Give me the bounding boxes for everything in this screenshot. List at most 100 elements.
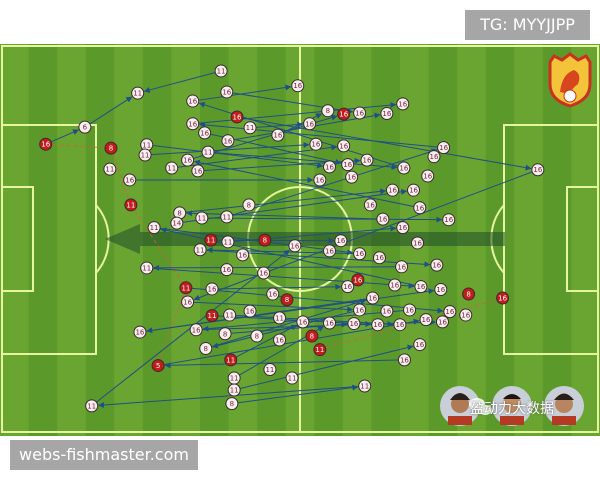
pass-arrow (179, 188, 387, 214)
pass-node: 11 (221, 235, 235, 249)
pass-arrow (226, 148, 438, 218)
pass-node: 11 (358, 379, 372, 393)
node-circle (225, 397, 239, 411)
pass-node: 16 (380, 304, 394, 318)
pass-arrow (160, 227, 422, 288)
player-number: 16 (413, 239, 422, 247)
node-circle (459, 308, 473, 322)
player-number: 16 (400, 356, 409, 364)
failed-pass-node: 11 (313, 343, 327, 357)
player-number: 16 (325, 247, 334, 255)
failed-pass-node: 8 (104, 141, 118, 155)
node-circle (198, 126, 212, 140)
node-circle (397, 353, 411, 367)
player-number: 11 (197, 214, 206, 222)
player-number: 16 (461, 312, 470, 320)
pass-node: 11 (223, 308, 237, 322)
pass-node: 16 (341, 158, 355, 172)
failed-pass-line (45, 143, 112, 149)
node-circle (347, 317, 361, 331)
pass-node: 11 (273, 311, 287, 325)
pass-arrow (146, 297, 373, 334)
player-number: 8 (109, 145, 113, 153)
pass-node: 16 (341, 280, 355, 294)
node-circle (313, 343, 327, 357)
node-circle (434, 283, 448, 297)
node-circle (291, 79, 305, 93)
grass-stripe (571, 44, 600, 436)
player-number: 16 (432, 262, 441, 270)
player-number: 11 (230, 375, 239, 383)
node-circle (419, 313, 433, 327)
node-circle (407, 183, 421, 197)
watermark-site: webs-fishmaster.com (10, 440, 198, 470)
pass-node: 16 (386, 183, 400, 197)
player-number: 16 (293, 82, 302, 90)
pass-node: 16 (396, 221, 410, 235)
player-number: 16 (188, 98, 197, 106)
pass-node: 16 (434, 283, 448, 297)
player-number: 16 (135, 329, 144, 337)
player-number: 16 (373, 321, 382, 329)
pass-arrow (186, 210, 383, 220)
left-goal-area (1, 186, 34, 292)
player-number: 8 (204, 345, 208, 353)
pass-node: 16 (353, 303, 367, 317)
player-headshot-2 (492, 386, 532, 426)
player-number: 11 (87, 402, 96, 410)
player-number: 16 (368, 295, 377, 303)
player-number: 11 (133, 90, 142, 98)
pass-node: 11 (201, 145, 215, 159)
pass-node: 16 (437, 141, 451, 155)
player-number: 16 (390, 281, 399, 289)
failed-passes (45, 143, 503, 366)
pass-node: 16 (313, 173, 327, 187)
node-circle (266, 287, 280, 301)
pass-node: 8 (225, 397, 239, 411)
node-circle (337, 139, 351, 153)
pass-node: 11 (227, 383, 241, 397)
player-number: 16 (222, 266, 231, 274)
node-circle (386, 183, 400, 197)
node-circle (220, 263, 234, 277)
pass-node: 16 (181, 295, 195, 309)
player-number: 16 (41, 141, 50, 149)
watermark-overlay-text: 盈动力大数据 (470, 401, 554, 417)
node-circle (323, 160, 337, 174)
pass-node: 16 (366, 291, 380, 305)
pass-node: 11 (263, 363, 277, 377)
player-number: 16 (305, 120, 314, 128)
player-number: 16 (223, 137, 232, 145)
pass-node: 16 (393, 318, 407, 332)
player-number: 11 (226, 356, 235, 364)
pass-arrow (211, 309, 360, 349)
watermark-tg: TG: MYYJJPP (465, 10, 590, 40)
pass-node: 11 (285, 371, 299, 385)
player-number: 11 (206, 237, 215, 245)
node-circle (303, 117, 317, 131)
node-circle (186, 117, 200, 131)
pass-node: 16 (413, 338, 427, 352)
pass-node: 8 (199, 342, 213, 356)
pass-node: 16 (133, 325, 147, 339)
pass-node: 16 (430, 258, 444, 272)
player-number: 16 (533, 166, 542, 174)
player-number: 8 (255, 333, 259, 341)
pass-arrow (230, 324, 298, 361)
player-number: 16 (438, 318, 447, 326)
pass-node: 11 (140, 261, 154, 275)
node-circle (205, 282, 219, 296)
player-number: 16 (339, 142, 348, 150)
node-circle (205, 309, 219, 323)
pass-node: 16 (395, 260, 409, 274)
node-circle (410, 236, 424, 250)
pass-node: 16 (360, 153, 374, 167)
pass-node: 8 (321, 104, 335, 118)
node-circle (140, 261, 154, 275)
node-circle (403, 303, 417, 317)
player-number: 16 (436, 286, 445, 294)
pass-arrow (187, 301, 354, 313)
player-number: 16 (193, 167, 202, 175)
failed-pass-node: 16 (230, 110, 244, 124)
node-circle (103, 162, 117, 176)
